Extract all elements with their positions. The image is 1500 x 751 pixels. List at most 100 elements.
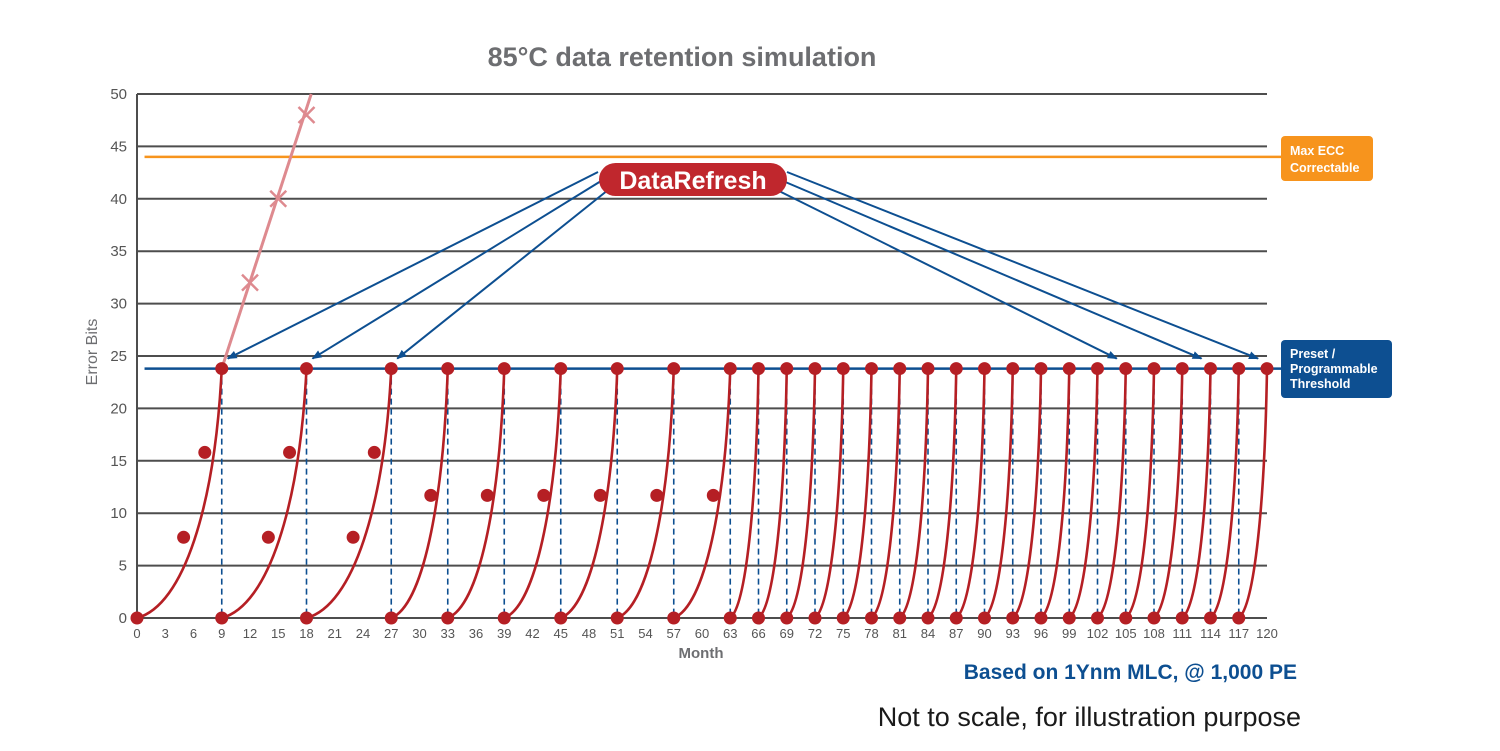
refresh-curve [1124,368,1156,620]
x-tick-label: 60 [695,626,709,641]
y-tick-label: 35 [110,243,127,260]
data-refresh-label: DataRefresh [619,167,766,195]
refresh-curve [870,368,902,620]
refresh-cycle-curves [136,368,1269,620]
x-tick-label: 81 [893,626,907,641]
x-tick-label: 51 [610,626,624,641]
refresh-cycle-points [130,362,1274,625]
refresh-start-point [893,611,907,625]
refresh-start-point [441,611,455,625]
refresh-curve [1040,368,1071,620]
x-tick-label: 21 [328,626,342,641]
refresh-peak-point [752,362,765,376]
refresh-start-point [300,611,313,625]
x-tick-label: 9 [218,626,225,641]
x-tick-label: 87 [949,626,963,641]
refresh-peak-point [1062,362,1076,376]
refresh-peak-point [1204,362,1217,376]
refresh-curve [729,368,760,620]
x-tick-label: 24 [356,626,370,641]
refresh-start-point [610,611,624,625]
refresh-intermediate-point [346,530,360,544]
y-tick-label: 15 [110,453,127,470]
x-tick-label: 99 [1062,626,1076,641]
max-ecc-label-2: Correctable [1290,161,1360,175]
refresh-curve [1181,368,1212,620]
no-refresh-marker [241,273,259,292]
y-tick-label: 25 [110,348,127,365]
no-refresh-marker [297,106,316,124]
data-refresh-pill [599,163,787,196]
disclaimer-note: Not to scale, for illustration purpose [878,702,1301,732]
y-tick-label: 20 [110,400,127,417]
refresh-start-point [667,611,681,625]
x-tick-label: 45 [554,626,568,641]
refresh-start-point [865,611,878,625]
refresh-curve [1209,368,1241,620]
refresh-start-point [554,611,568,625]
refresh-peak-point [384,362,398,376]
x-tick-label: 39 [497,626,511,641]
refresh-curve [673,368,732,620]
x-tick-label: 75 [836,626,850,641]
refresh-intermediate-point [177,530,191,544]
refresh-curve [757,368,789,620]
data-refresh-arrow [311,180,602,360]
y-tick-label: 5 [119,558,127,575]
x-axis-ticks: 0 3 6 9 12 15 18 21 24 27 30 33 36 39 42 45 48 51 54 57 60 63… [133,626,1277,641]
refresh-peak-point [921,362,935,376]
x-tick-label: 78 [864,626,878,641]
refresh-start-point [978,611,991,625]
x-tick-label: 12 [243,626,257,641]
refresh-start-point [497,611,511,625]
x-tick-label: 69 [780,626,794,641]
refresh-start-point [215,611,229,625]
threshold-box: Preset / Programmable Threshold [1281,340,1392,398]
refresh-intermediate-point [198,445,212,459]
chart-title: 85°C data retention simulation [488,42,877,72]
x-tick-label: 111 [1172,626,1192,641]
refresh-curve [616,368,676,620]
refresh-peak-point [1147,362,1161,376]
x-tick-label: 90 [977,626,991,641]
x-tick-label: 33 [441,626,455,641]
x-tick-label: 96 [1034,626,1048,641]
data-refresh-arrow [786,171,1259,360]
x-axis-label: Month [679,645,724,662]
data-refresh-arrow [226,171,599,360]
data-refresh-arrows [226,171,1259,360]
refresh-peak-point [667,362,681,376]
refresh-curve [955,368,986,620]
refresh-peak-point [610,362,624,376]
refresh-curve [1237,368,1269,620]
refresh-intermediate-point [650,488,664,502]
no-refresh-marker-stroke [297,106,316,124]
x-tick-label: 114 [1200,626,1221,641]
x-tick-label: 54 [638,626,652,641]
y-tick-label: 40 [110,191,127,208]
max-ecc-box-bg [1281,136,1373,181]
refresh-intermediate-point [261,530,275,544]
refresh-intermediate-point [367,445,381,459]
refresh-start-point [384,611,398,625]
refresh-start-point [1091,611,1104,625]
y-axis-ticks: 0 5 10 15 20 25 30 35 40 45 50 [110,86,127,627]
refresh-start-point [836,611,850,625]
x-tick-label: 30 [412,626,426,641]
refresh-peak-point [1232,362,1246,376]
refresh-intermediate-point [537,488,551,502]
no-refresh-line [220,93,313,370]
refresh-curve [927,368,958,620]
y-tick-label: 50 [110,86,127,103]
refresh-start-point [1204,611,1217,625]
no-refresh-marker [269,189,288,208]
data-refresh-arrow [776,189,1118,360]
refresh-start-point [1006,611,1020,625]
refresh-curve [136,368,224,620]
x-tick-label: 6 [190,626,197,641]
refresh-peak-point [893,362,907,376]
threshold-label-3: Threshold [1290,377,1350,391]
x-tick-label: 0 [133,626,140,641]
refresh-curve [503,368,563,620]
